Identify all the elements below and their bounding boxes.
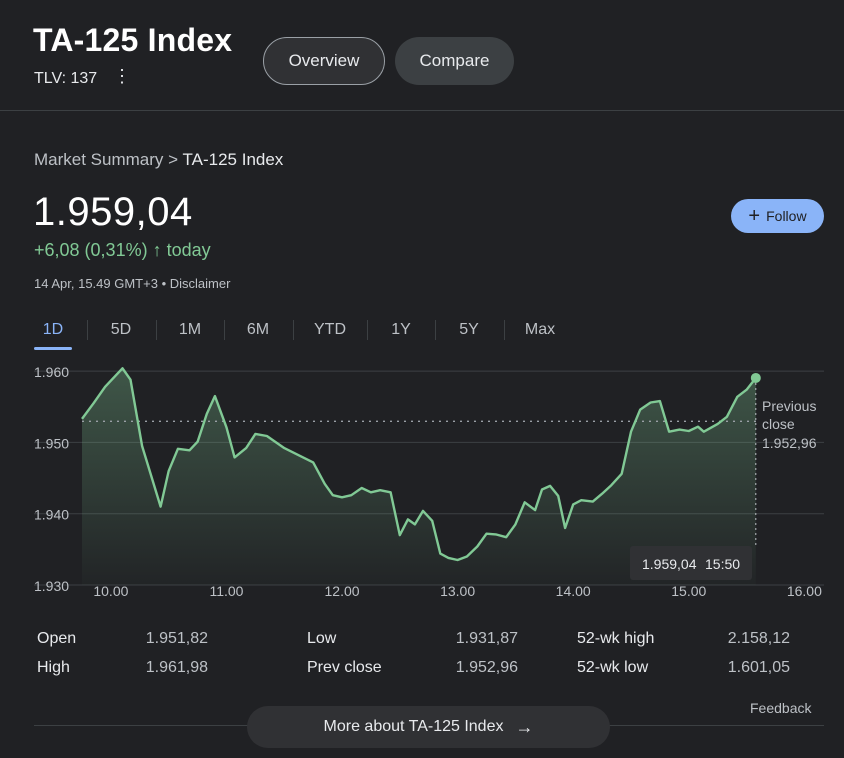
chart-series-line bbox=[81, 367, 757, 562]
range-tab-divider bbox=[367, 320, 368, 340]
x-tick-label: 15.00 bbox=[671, 583, 706, 599]
page-title: TA-125 Index bbox=[33, 22, 233, 58]
previous-close-value: 1.952,96 bbox=[762, 435, 817, 451]
arrow-right-icon: → bbox=[515, 716, 534, 737]
x-tick-label: 11.00 bbox=[209, 583, 243, 599]
y-tick-label: 1.950 bbox=[34, 435, 69, 451]
breadcrumb-current: TA-125 Index bbox=[182, 150, 284, 169]
y-tick-label: 1.960 bbox=[34, 364, 69, 380]
range-tab-ytd[interactable]: YTD bbox=[314, 321, 346, 338]
timestamp-separator: • bbox=[161, 276, 167, 291]
timestamp-line: 14 Apr, 15.49 GMT+3 • Disclaimer bbox=[34, 276, 230, 291]
stat-label-open: Open bbox=[37, 630, 77, 647]
chart-area-fill bbox=[82, 368, 756, 585]
y-tick-label: 1.930 bbox=[34, 578, 69, 594]
stat-value-52wk-high: 2.158,12 bbox=[727, 630, 790, 647]
range-tab-max[interactable]: Max bbox=[524, 321, 556, 338]
range-tab-divider bbox=[87, 320, 88, 340]
price-change: +6,08 (0,31%) ↑ today bbox=[34, 240, 211, 261]
breadcrumb-separator: > bbox=[168, 150, 179, 169]
y-tick-label: 1.940 bbox=[34, 507, 69, 523]
x-tick-label: 13.00 bbox=[440, 583, 475, 599]
range-tab-5d[interactable]: 5D bbox=[110, 321, 132, 338]
stat-label-low: Low bbox=[307, 630, 337, 647]
price-chart[interactable]: 1.960 1.950 1.940 1.930 10.00 11.00 12.00 13.0… bbox=[0, 360, 844, 610]
tab-overview[interactable]: Overview bbox=[263, 37, 385, 85]
previous-close-label: close bbox=[762, 416, 795, 432]
breadcrumb-root[interactable]: Market Summary bbox=[34, 150, 164, 169]
follow-button[interactable]: + Follow bbox=[731, 199, 824, 233]
stat-value-prev-close: 1.952,96 bbox=[455, 659, 518, 676]
breadcrumb: Market Summary > TA-125 Index bbox=[34, 150, 283, 170]
plus-icon: + bbox=[748, 205, 761, 227]
range-tab-6m[interactable]: 6M bbox=[246, 321, 270, 338]
range-tab-divider bbox=[224, 320, 225, 340]
range-tab-divider bbox=[156, 320, 157, 340]
stat-value-52wk-low: 1.601,05 bbox=[727, 659, 790, 676]
tooltip-price: 1.959,04 bbox=[642, 556, 697, 572]
range-tab-1m[interactable]: 1M bbox=[178, 321, 202, 338]
range-tab-divider bbox=[504, 320, 505, 340]
x-tick-label: 10.00 bbox=[93, 583, 128, 599]
disclaimer-link[interactable]: Disclaimer bbox=[169, 276, 231, 291]
stat-label-prev-close: Prev close bbox=[307, 659, 382, 676]
follow-label: Follow bbox=[766, 208, 807, 224]
stat-value-low: 1.931,87 bbox=[455, 630, 518, 647]
timestamp: 14 Apr, 15.49 GMT+3 bbox=[34, 276, 158, 291]
range-tab-1y[interactable]: 1Y bbox=[391, 321, 411, 338]
previous-close-label: Previous bbox=[762, 398, 816, 414]
more-options-icon[interactable]: ⋮ bbox=[113, 66, 131, 86]
stat-value-high: 1.961,98 bbox=[145, 659, 208, 676]
ticker-symbol: TLV: 137 bbox=[34, 70, 98, 87]
feedback-link[interactable]: Feedback bbox=[750, 700, 812, 716]
hover-point bbox=[750, 372, 761, 383]
stat-label-52wk-high: 52-wk high bbox=[577, 630, 655, 647]
stat-label-52wk-low: 52-wk low bbox=[577, 659, 649, 676]
more-about-button[interactable]: More about TA-125 Index → bbox=[247, 706, 610, 748]
stat-label-high: High bbox=[37, 659, 70, 676]
tooltip-time: 15:50 bbox=[705, 556, 740, 572]
x-tick-label: 16.00 bbox=[787, 583, 822, 599]
tab-compare[interactable]: Compare bbox=[395, 37, 514, 85]
x-tick-label: 14.00 bbox=[556, 583, 591, 599]
hover-tooltip: 1.959,04 15:50 bbox=[630, 546, 752, 580]
arrow-up-icon: ↑ bbox=[152, 240, 162, 260]
header-divider bbox=[0, 110, 844, 111]
more-about-label: More about TA-125 Index bbox=[323, 718, 504, 735]
change-period: today bbox=[166, 240, 211, 260]
range-tab-divider bbox=[435, 320, 436, 340]
range-tab-divider bbox=[293, 320, 294, 340]
change-value: +6,08 (0,31%) bbox=[34, 240, 148, 260]
stat-value-open: 1.951,82 bbox=[145, 630, 208, 647]
range-tab-1d[interactable]: 1D bbox=[34, 312, 72, 350]
current-price: 1.959,04 bbox=[33, 190, 193, 234]
range-tab-5y[interactable]: 5Y bbox=[459, 321, 479, 338]
x-tick-label: 12.00 bbox=[325, 583, 360, 599]
